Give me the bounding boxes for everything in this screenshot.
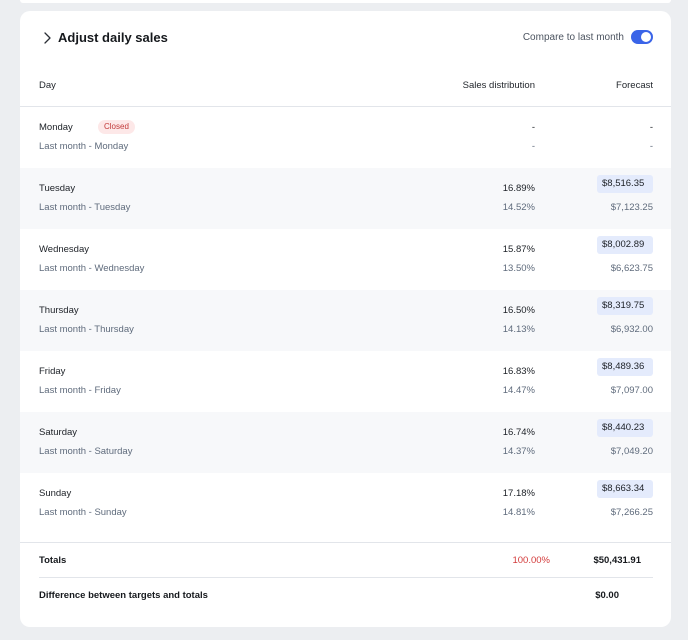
table-row-wednesday: Wednesday Last month - Wednesday 15.87% …: [20, 229, 671, 290]
daily-sales-card: Adjust daily sales Compare to last month…: [20, 11, 671, 627]
table-row-friday: Friday Last month - Friday 16.83% 14.47%…: [20, 351, 671, 412]
day-name: Tuesday: [39, 183, 76, 194]
totals-row: Totals 100.00% $50,431.91: [20, 542, 671, 579]
distribution-value: 17.18%: [502, 488, 535, 499]
last-month-forecast: -: [649, 141, 653, 152]
previous-card-edge: [20, 0, 671, 3]
last-month-forecast: $7,097.00: [610, 385, 653, 396]
last-month-distribution: 14.37%: [502, 446, 535, 457]
table-row-tuesday: Tuesday Last month - Tuesday 16.89% 14.5…: [20, 168, 671, 229]
last-month-label: Last month - Wednesday: [39, 263, 145, 274]
last-month-distribution: 13.50%: [502, 263, 535, 274]
last-month-label: Last month - Tuesday: [39, 202, 131, 213]
last-month-label: Last month - Sunday: [39, 507, 127, 518]
column-distribution: Sales distribution: [462, 80, 535, 91]
difference-amount: $0.00: [595, 590, 619, 601]
closed-badge: Closed: [98, 120, 135, 134]
divider: [39, 577, 653, 578]
difference-label: Difference between targets and totals: [39, 590, 208, 601]
last-month-distribution: 14.13%: [502, 324, 535, 335]
card-header: Adjust daily sales Compare to last month: [20, 11, 671, 61]
distribution-value: 15.87%: [502, 244, 535, 255]
distribution-value: 16.74%: [502, 427, 535, 438]
day-name: Wednesday: [39, 244, 89, 255]
table-row-saturday: Saturday Last month - Saturday 16.74% 14…: [20, 412, 671, 473]
day-name: Saturday: [39, 427, 78, 438]
forecast-value: -: [649, 122, 653, 133]
last-month-label: Last month - Saturday: [39, 446, 133, 457]
toggle-knob: [641, 32, 651, 42]
last-month-forecast: $7,266.25: [610, 507, 653, 518]
column-forecast: Forecast: [616, 80, 653, 91]
last-month-forecast: $7,123.25: [610, 202, 653, 213]
distribution-value: 16.89%: [502, 183, 535, 194]
last-month-forecast: $6,932.00: [610, 324, 653, 335]
distribution-value: 16.50%: [502, 305, 535, 316]
totals-percent: 100.00%: [512, 555, 550, 566]
day-name: Thursday: [39, 305, 79, 316]
table-row-sunday: Sunday Last month - Sunday 17.18% 14.81%…: [20, 473, 671, 534]
forecast-input[interactable]: $8,489.36: [597, 358, 653, 376]
table-row-thursday: Thursday Last month - Thursday 16.50% 14…: [20, 290, 671, 351]
difference-row: Difference between targets and totals $0…: [20, 578, 671, 614]
column-day: Day: [39, 80, 56, 91]
last-month-label: Last month - Friday: [39, 385, 121, 396]
last-month-forecast: $6,623.75: [610, 263, 653, 274]
day-name: Sunday: [39, 488, 72, 499]
forecast-input[interactable]: $8,440.23: [597, 419, 653, 437]
day-name: Monday: [39, 122, 73, 133]
forecast-input[interactable]: $8,002.89: [597, 236, 653, 254]
last-month-distribution: 14.81%: [502, 507, 535, 518]
last-month-distribution: -: [531, 141, 535, 152]
forecast-input[interactable]: $8,516.35: [597, 175, 653, 193]
totals-label: Totals: [39, 555, 67, 566]
forecast-input[interactable]: $8,663.34: [597, 480, 653, 498]
compare-toggle[interactable]: [631, 30, 653, 44]
table-header: Day Sales distribution Forecast: [20, 71, 671, 107]
chevron-right-icon[interactable]: [42, 31, 54, 45]
distribution-value: 16.83%: [502, 366, 535, 377]
last-month-label: Last month - Thursday: [39, 324, 134, 335]
forecast-input[interactable]: $8,319.75: [597, 297, 653, 315]
distribution-value: -: [531, 122, 535, 133]
last-month-label: Last month - Monday: [39, 141, 129, 152]
last-month-distribution: 14.52%: [502, 202, 535, 213]
table-row-monday: Monday Closed Last month - Monday - - - …: [20, 107, 671, 168]
day-name: Friday: [39, 366, 66, 377]
last-month-distribution: 14.47%: [502, 385, 535, 396]
compare-label: Compare to last month: [522, 32, 624, 43]
card-title: Adjust daily sales: [58, 30, 168, 45]
totals-amount: $50,431.91: [593, 555, 641, 566]
last-month-forecast: $7,049.20: [610, 446, 653, 457]
